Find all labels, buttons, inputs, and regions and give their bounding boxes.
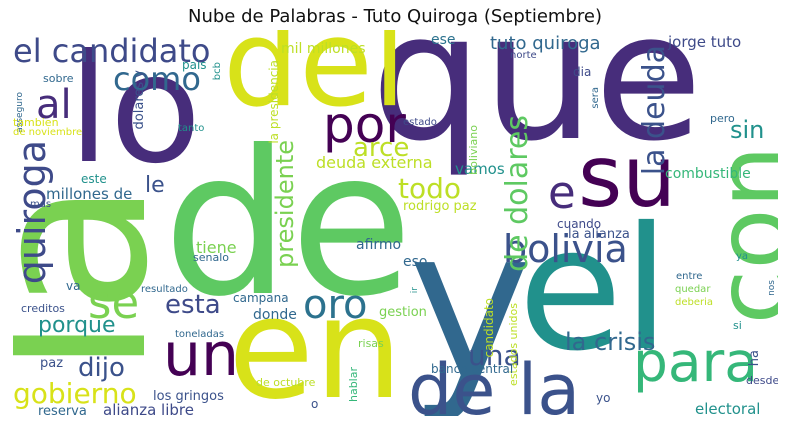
cloud-word: deuda externa [316, 153, 433, 172]
cloud-word: quiroga [13, 140, 54, 285]
cloud-word: dijo [78, 353, 125, 383]
cloud-word: boliviano [467, 125, 480, 175]
cloud-word: dolares y [132, 70, 147, 130]
cloud-word: hablar [347, 367, 360, 403]
cloud-word: toneladas [175, 329, 225, 340]
cloud-word: de [163, 108, 413, 341]
cloud-word: jorge tuto [668, 33, 742, 51]
cloud-word: dia [573, 65, 592, 79]
cloud-word: risas [358, 337, 384, 350]
word-cloud: que de y el la en lo del su con de la el candidato a… [13, 30, 778, 416]
cloud-word: que [371, 30, 703, 180]
cloud-word: paz [40, 356, 64, 371]
cloud-word: de octubre [256, 376, 316, 389]
cloud-word: de la [408, 349, 581, 416]
cloud-word: el candidato [13, 32, 211, 70]
cloud-word: bcb [212, 62, 223, 81]
cloud-word: ir [410, 287, 420, 294]
cloud-word: norte [510, 50, 537, 61]
cloud-word: presidente [271, 140, 299, 268]
cloud-word: todo [398, 172, 462, 205]
cloud-word: vamos [455, 160, 505, 178]
cloud-word: mil millones [281, 41, 366, 57]
cloud-word: esta [165, 290, 221, 320]
cloud-word: de noviembre [13, 127, 83, 138]
cloud-word: yo [596, 391, 611, 405]
cloud-word: por [323, 96, 406, 154]
cloud-word: lo [68, 30, 202, 197]
cloud-word: gestion [379, 305, 427, 320]
cloud-word: oro [303, 282, 368, 328]
cloud-word: candidato [482, 298, 496, 358]
cloud-word: campana [233, 291, 289, 305]
cloud-word: sobre [43, 72, 74, 85]
cloud-word: ya [736, 251, 749, 262]
cloud-word: sin [730, 116, 765, 144]
cloud-word: e [548, 166, 576, 219]
cloud-word: pero [710, 112, 735, 125]
cloud-word: cuando [557, 217, 602, 231]
cloud-word: le [145, 173, 165, 198]
cloud-word: ha [747, 350, 762, 367]
cloud-word: bolivia [503, 227, 628, 271]
cloud-word: desde [746, 374, 778, 387]
cloud-word: el [518, 191, 670, 389]
cloud-word: y [408, 182, 533, 416]
cloud-word: alianza libre [103, 401, 194, 417]
cloud-word: tiene [196, 238, 237, 257]
cloud-word: combustible [665, 166, 751, 182]
cloud-word: tambien [13, 116, 59, 129]
cloud-word: de dolares [500, 115, 535, 272]
cloud-word: electoral [695, 400, 761, 417]
cloud-word: tanto [178, 123, 205, 134]
cloud-word: nos [767, 280, 777, 296]
cloud-word: ese [431, 32, 456, 48]
cloud-word: afirmo [356, 237, 402, 253]
figure-title: Nube de Palabras - Tuto Quiroga (Septiem… [188, 6, 602, 27]
cloud-word: la crisis [565, 328, 656, 356]
cloud-word: reserva [38, 404, 87, 416]
cloud-word: al [36, 82, 72, 128]
cloud-word: un [163, 320, 240, 390]
cloud-word: su [578, 128, 677, 227]
cloud-word: deberia [675, 297, 714, 308]
cloud-word: donde [253, 307, 297, 323]
cloud-word: estado [403, 117, 437, 128]
cloud-word: entre [676, 271, 703, 282]
cloud-word: la deuda [637, 45, 672, 176]
cloud-word: del [223, 30, 407, 134]
cloud-word: eso [403, 254, 428, 270]
cloud-word: sera [590, 87, 601, 109]
cloud-word: resultado [141, 284, 188, 295]
cloud-word: porque [38, 313, 116, 338]
cloud-word: este [81, 172, 107, 186]
cloud-word: mas [30, 199, 52, 210]
cloud-word: si [733, 319, 742, 332]
cloud-word: gobierno [13, 377, 137, 410]
cloud-word: en [228, 268, 403, 417]
cloud-word: millones de [46, 185, 133, 203]
cloud-word: quedar [675, 284, 711, 295]
cloud-word: la alianza [568, 227, 630, 242]
cloud-word: va [66, 279, 81, 293]
cloud-word: una [468, 339, 521, 372]
cloud-word: tuto quiroga [490, 33, 601, 54]
cloud-word: como [113, 60, 201, 98]
cloud-word: se [88, 276, 140, 329]
cloud-word: los gringos [153, 389, 224, 404]
cloud-word: banco central [431, 362, 514, 376]
cloud-word: rodrigo paz [403, 199, 477, 214]
cloud-word: o [311, 397, 319, 411]
cloud-word: arce [353, 133, 410, 163]
cloud-word: para [633, 330, 758, 394]
cloud-word: pais [182, 58, 207, 72]
cloud-word: creditos [21, 302, 65, 315]
cloud-word: la presidencia [267, 60, 281, 144]
cloud-word: senalo [193, 251, 229, 264]
